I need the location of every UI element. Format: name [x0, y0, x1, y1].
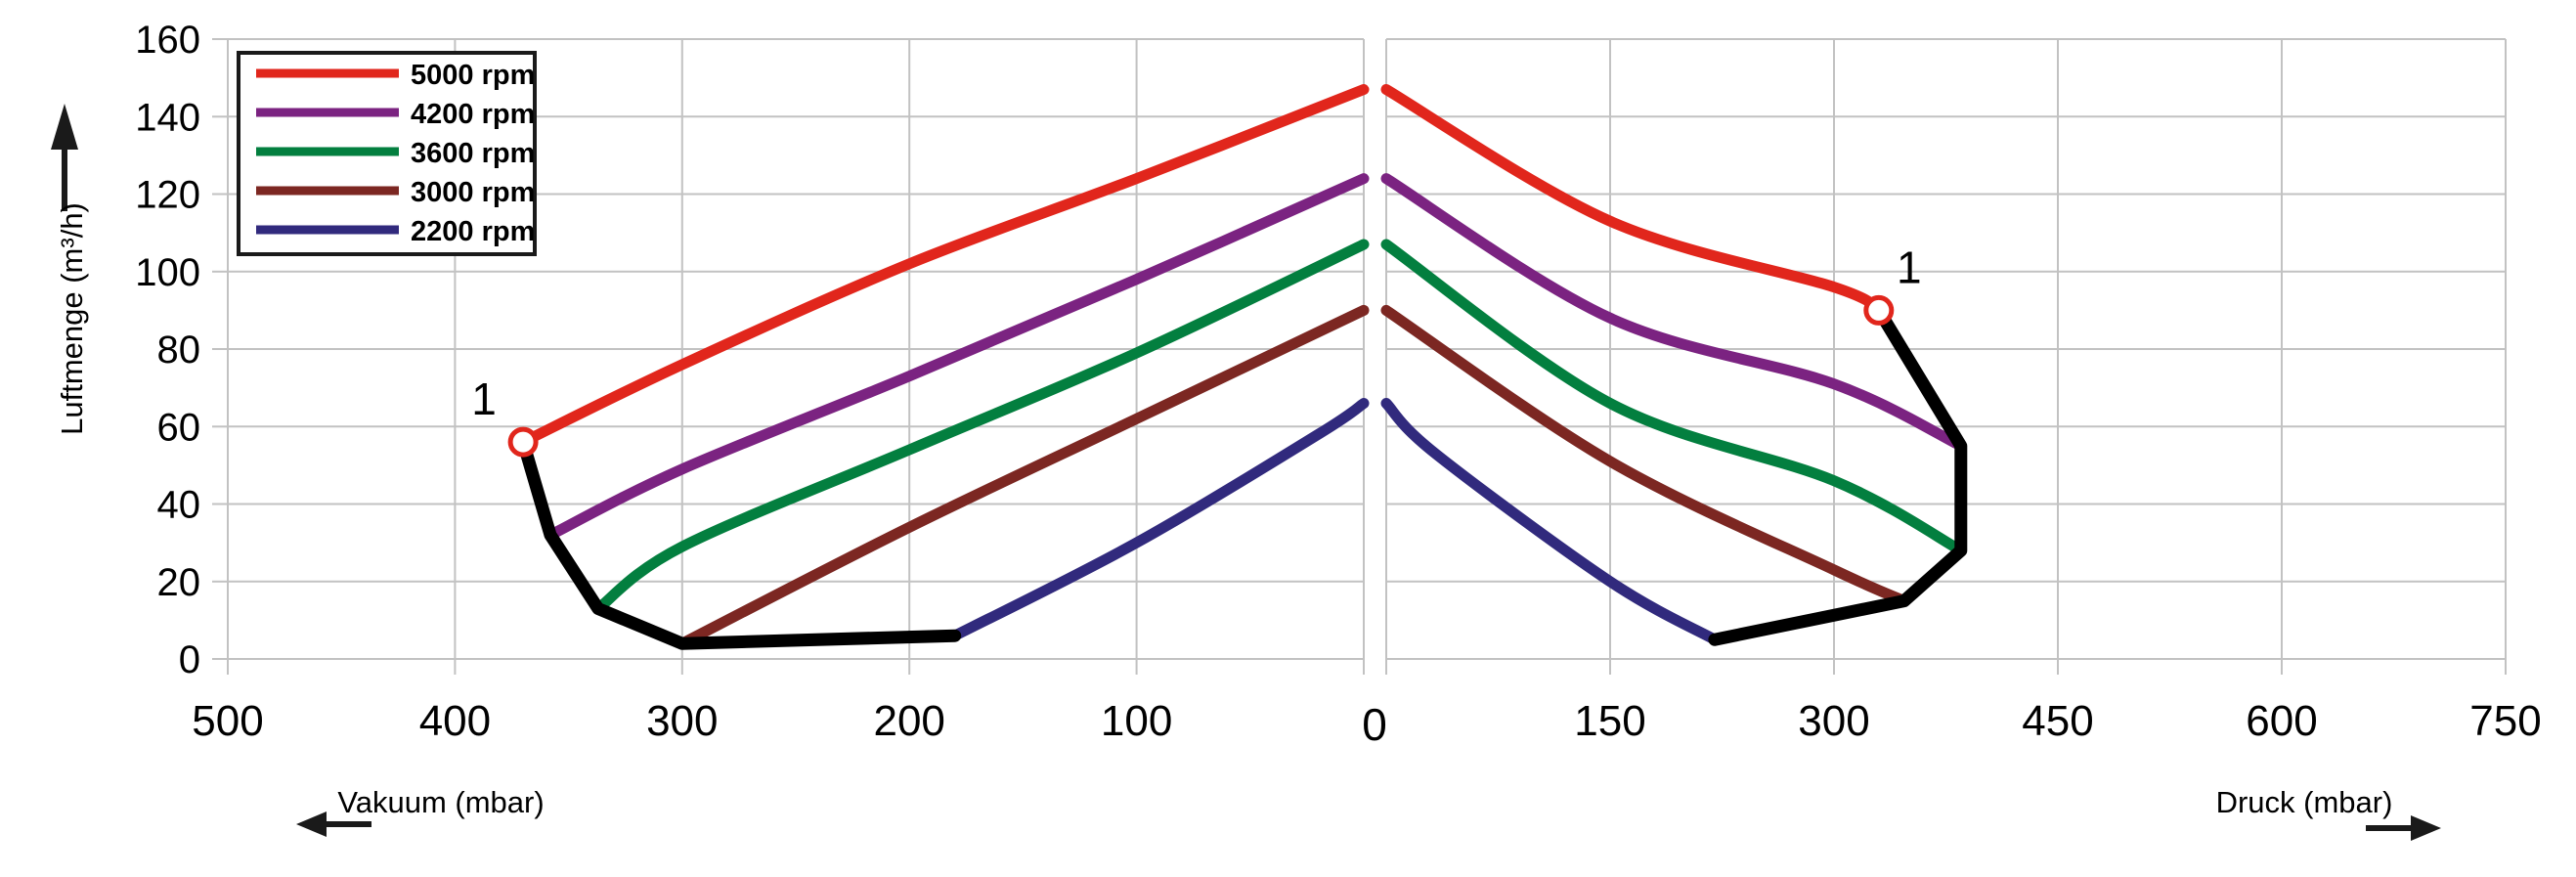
vacuum-direction-arrow-icon	[296, 811, 371, 837]
rpm-curves	[517, 84, 1967, 649]
x-tick-label-vacuum: 200	[873, 697, 944, 745]
gridlines	[227, 38, 2507, 660]
curve-3000rpm-druck	[1380, 304, 1910, 607]
x-tick-label-druck: 450	[2022, 697, 2093, 745]
x-tick-label-vacuum: 500	[192, 697, 263, 745]
curve-3000rpm-vacuum	[677, 304, 1370, 649]
y-tick-label: 60	[157, 406, 201, 449]
legend-item: 2200 rpm	[256, 216, 535, 247]
operating-envelope	[516, 303, 1968, 650]
y-axis-label: Luftmenge (m³/h)	[55, 202, 89, 435]
curve-3600rpm-vacuum	[592, 239, 1370, 614]
y-tick-label: 40	[157, 484, 201, 527]
legend-item: 5000 rpm	[256, 60, 535, 91]
legend-label: 3600 rpm	[411, 138, 535, 169]
x-tick-label-vacuum: 300	[646, 697, 718, 745]
legend-label: 4200 rpm	[411, 99, 535, 130]
point-markers: 11	[471, 241, 1922, 458]
x-axis-caption-druck: Druck (mbar)	[2216, 785, 2393, 819]
x-axis-caption-vacuum: Vakuum (mbar)	[337, 785, 544, 819]
legend-label: 3000 rpm	[411, 177, 535, 208]
curve-2200rpm-druck	[1380, 398, 1721, 645]
envelope-druck	[1708, 303, 1968, 646]
legend-item: 3000 rpm	[256, 177, 535, 208]
legend-item: 4200 rpm	[256, 99, 535, 130]
marker-label-vacuum: 1	[471, 373, 497, 424]
legend: 5000 rpm 4200 rpm 3600 rpm 3000 rpm 2200 rpm	[237, 51, 537, 256]
curve-4200rpm-vacuum	[545, 173, 1370, 541]
curve-5000rpm-vacuum	[517, 84, 1370, 448]
curve-3600rpm-druck	[1380, 239, 1967, 556]
curve-5000rpm-druck	[1380, 84, 1885, 316]
x-tick-label-vacuum: 400	[419, 697, 491, 745]
marker-point-vacuum	[507, 426, 539, 458]
x-tick-label-vacuum: 100	[1101, 697, 1172, 745]
y-tick-label: 20	[157, 561, 201, 604]
curve-2200rpm-vacuum	[949, 398, 1370, 641]
x-tick-label-zero: 0	[1362, 699, 1387, 750]
y-tick-label: 0	[179, 638, 200, 681]
curve-4200rpm-druck	[1380, 173, 1967, 452]
y-tick-label: 120	[135, 174, 200, 217]
x-tick-label-druck: 750	[2469, 697, 2541, 745]
tick-labels: 0 20 40 60 80 100 120 140 160 500 400 300 200 100 150 3…	[135, 19, 2541, 745]
y-tick-label: 80	[157, 329, 201, 372]
y-tick-label: 140	[135, 96, 200, 139]
marker-point-druck	[1863, 294, 1895, 326]
x-tick-label-druck: 150	[1574, 697, 1645, 745]
legend-label: 5000 rpm	[411, 60, 535, 91]
envelope-vacuum	[516, 435, 962, 650]
marker-label-druck: 1	[1897, 241, 1922, 292]
tick-marks	[212, 38, 2507, 675]
y-axis-arrow-icon	[51, 104, 78, 211]
legend-item: 3600 rpm	[256, 138, 535, 169]
druck-direction-arrow-icon	[2366, 815, 2441, 841]
y-tick-label: 100	[135, 251, 200, 294]
y-tick-label: 160	[135, 19, 200, 62]
x-tick-label-druck: 600	[2246, 697, 2317, 745]
x-tick-label-druck: 300	[1798, 697, 1869, 745]
legend-label: 2200 rpm	[411, 216, 535, 247]
